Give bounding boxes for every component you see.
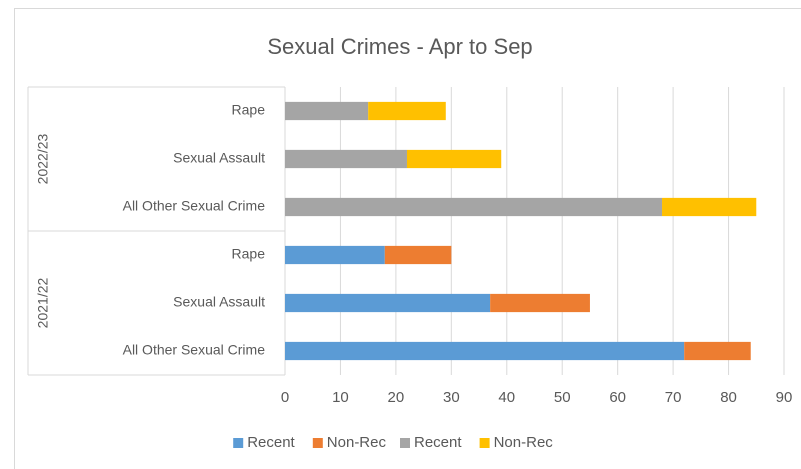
group-label: 2021/22 bbox=[35, 277, 51, 328]
chart-frame bbox=[14, 8, 801, 469]
bar bbox=[285, 245, 385, 265]
y-tick-label: All Other Sexual Crime bbox=[123, 198, 266, 214]
bar bbox=[285, 197, 663, 217]
x-tick-label: 0 bbox=[281, 389, 289, 406]
group-label: 2022/23 bbox=[35, 133, 51, 184]
legend-swatch bbox=[479, 438, 490, 448]
y-tick-label: Sexual Assault bbox=[173, 294, 265, 310]
y-tick-label: Sexual Assault bbox=[173, 150, 265, 166]
y-tick-label: Rape bbox=[232, 102, 266, 118]
x-tick-label: 20 bbox=[388, 389, 405, 406]
legend-swatch bbox=[312, 438, 323, 448]
x-tick-label: 30 bbox=[443, 389, 460, 406]
y-tick-label: Rape bbox=[232, 246, 266, 262]
bar bbox=[285, 293, 491, 313]
bar bbox=[368, 101, 446, 121]
legend-swatch bbox=[400, 438, 410, 448]
x-tick-label: 60 bbox=[609, 389, 626, 406]
legend-swatch bbox=[233, 438, 244, 448]
x-tick-label: 80 bbox=[720, 389, 737, 406]
bar bbox=[490, 293, 590, 313]
x-tick-label: 50 bbox=[554, 389, 571, 406]
legend-label: Non-Rec bbox=[494, 434, 554, 451]
x-tick-label: 70 bbox=[665, 389, 682, 406]
y-tick-label: All Other Sexual Crime bbox=[123, 342, 266, 358]
bar bbox=[406, 149, 502, 169]
bar bbox=[285, 101, 369, 121]
bar bbox=[662, 197, 757, 217]
legend-label: Non-Rec bbox=[327, 434, 387, 451]
bar bbox=[285, 149, 407, 169]
legend-label: Recent bbox=[247, 434, 295, 451]
bar bbox=[684, 341, 751, 361]
legend-label: Recent bbox=[414, 434, 462, 451]
x-tick-label: 90 bbox=[776, 389, 793, 406]
x-tick-label: 40 bbox=[498, 389, 515, 406]
bar bbox=[384, 245, 452, 265]
bar bbox=[285, 341, 685, 361]
x-tick-label: 10 bbox=[332, 389, 349, 406]
chart-title: Sexual Crimes - Apr to Sep bbox=[267, 34, 532, 59]
